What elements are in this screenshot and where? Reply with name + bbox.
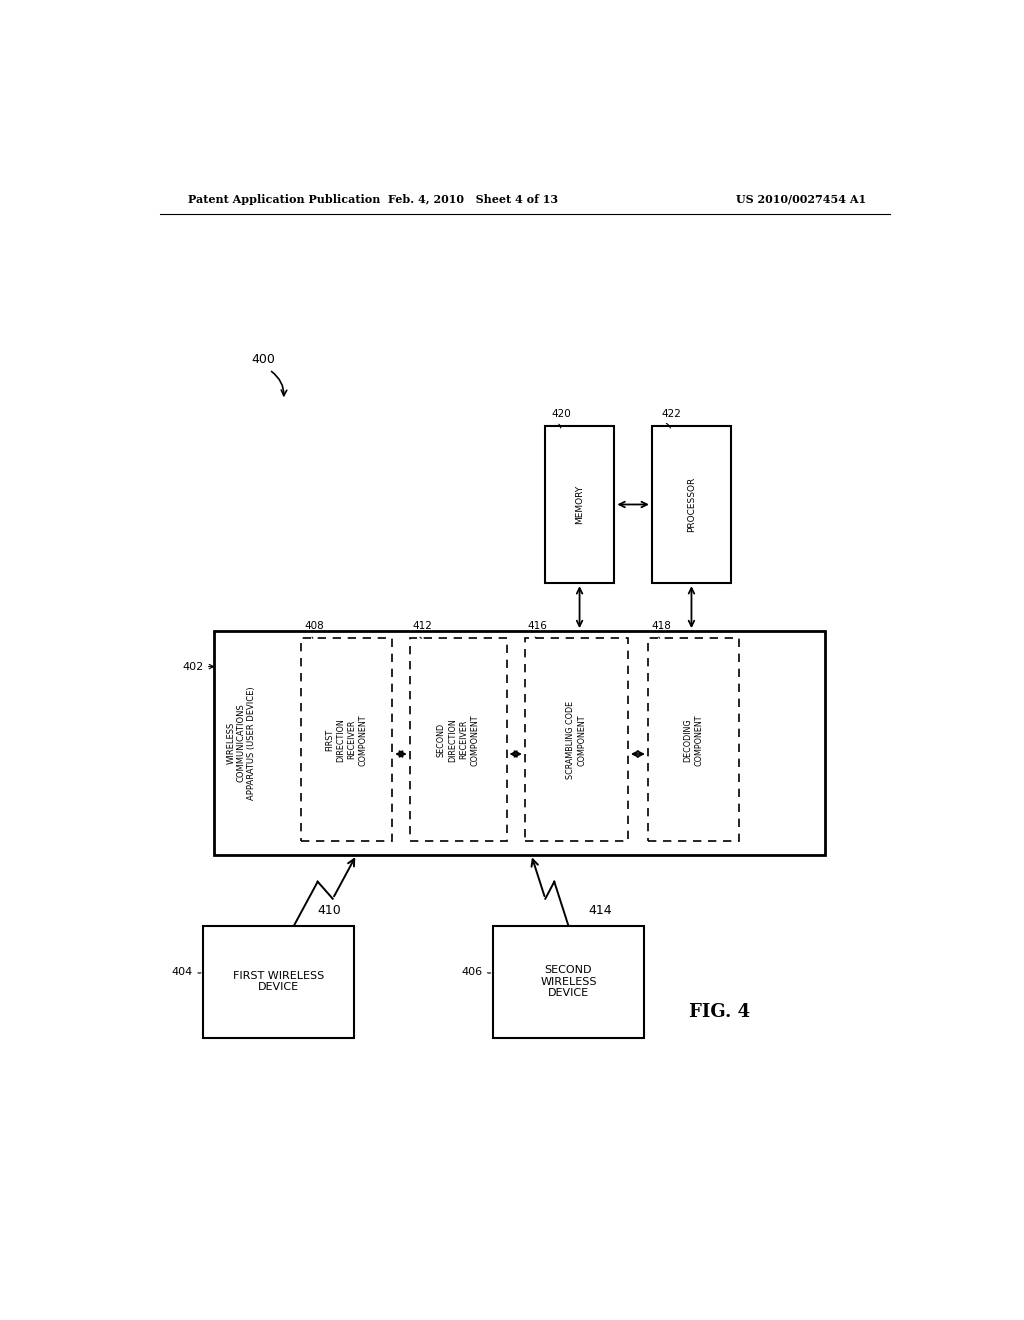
Text: SECOND
DIRECTION
RECEIVER
COMPONENT: SECOND DIRECTION RECEIVER COMPONENT — [437, 714, 479, 766]
Text: FIG. 4: FIG. 4 — [689, 1003, 750, 1022]
Bar — [301, 638, 392, 841]
Text: US 2010/0027454 A1: US 2010/0027454 A1 — [736, 194, 866, 205]
Text: FIRST
DIRECTION
RECEIVER
COMPONENT: FIRST DIRECTION RECEIVER COMPONENT — [326, 714, 368, 766]
Text: 420: 420 — [551, 409, 570, 418]
Text: Feb. 4, 2010   Sheet 4 of 13: Feb. 4, 2010 Sheet 4 of 13 — [388, 194, 558, 205]
Text: 400: 400 — [251, 354, 274, 366]
Text: 414: 414 — [588, 904, 612, 917]
Text: 404: 404 — [172, 966, 194, 977]
Text: 416: 416 — [527, 620, 547, 631]
Text: SECOND
WIRELESS
DEVICE: SECOND WIRELESS DEVICE — [541, 965, 597, 998]
Text: 422: 422 — [662, 409, 681, 418]
Text: Patent Application Publication: Patent Application Publication — [187, 194, 380, 205]
Text: PROCESSOR: PROCESSOR — [687, 477, 696, 532]
Text: 412: 412 — [412, 620, 432, 631]
Bar — [204, 925, 354, 1038]
Text: 410: 410 — [317, 904, 341, 917]
Bar — [652, 426, 731, 583]
Text: FIRST WIRELESS
DEVICE: FIRST WIRELESS DEVICE — [233, 972, 325, 993]
Bar — [648, 638, 739, 841]
Bar — [214, 631, 824, 854]
Text: MEMORY: MEMORY — [575, 484, 584, 524]
Text: 402: 402 — [182, 661, 204, 672]
Bar — [524, 638, 628, 841]
Text: SCRAMBLING CODE
COMPONENT: SCRAMBLING CODE COMPONENT — [566, 701, 587, 779]
Text: DECODING
COMPONENT: DECODING COMPONENT — [683, 714, 703, 766]
Text: 418: 418 — [651, 620, 671, 631]
Text: 408: 408 — [304, 620, 324, 631]
Bar — [410, 638, 507, 841]
Bar — [545, 426, 614, 583]
Text: WIRELESS
COMMUNICATIONS
APPARATUS (USER DEVICE): WIRELESS COMMUNICATIONS APPARATUS (USER … — [226, 686, 256, 800]
Bar — [494, 925, 644, 1038]
Text: 406: 406 — [462, 966, 482, 977]
